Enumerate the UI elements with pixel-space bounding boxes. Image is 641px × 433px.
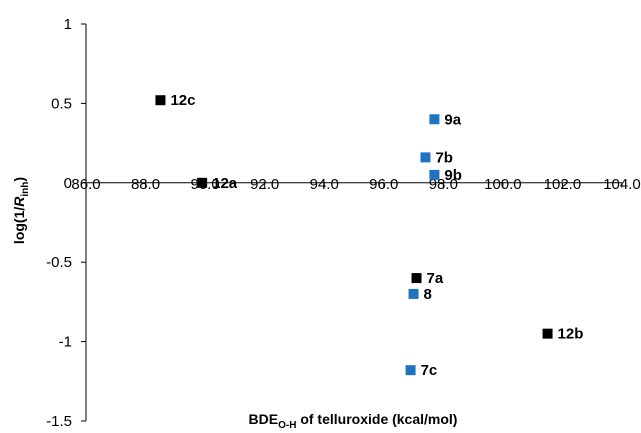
x-tick-label: 104.0 [603, 176, 641, 193]
point-label-12c: 12c [170, 92, 195, 109]
data-point-9b [429, 169, 440, 180]
x-tick-label: 94.0 [310, 176, 339, 193]
data-point-7c [405, 365, 416, 376]
y-tick-label: 1 [64, 16, 72, 33]
x-axis-title: BDEO-H of telluroxide (kcal/mol) [249, 411, 458, 428]
point-label-9a: 9a [444, 111, 461, 128]
point-label-9b: 9b [444, 167, 462, 184]
point-label-7a: 7a [427, 270, 444, 287]
data-point-12a [197, 177, 208, 188]
x-tick-label: 100.0 [484, 176, 522, 193]
point-label-12b: 12b [558, 326, 584, 343]
axes-layer [81, 23, 623, 422]
point-label-7b: 7b [435, 149, 453, 166]
x-tick-label: 98.0 [429, 176, 458, 193]
y-tick-label: -1.5 [46, 413, 72, 428]
data-point-9a [429, 114, 440, 125]
x-tick-label: 102.0 [544, 176, 582, 193]
data-point-7b [420, 152, 431, 163]
x-tick-label: 92.0 [250, 176, 279, 193]
point-label-7c: 7c [421, 362, 438, 379]
data-point-8 [408, 288, 419, 299]
point-label-8: 8 [424, 286, 432, 303]
y-tick-label: -1 [59, 334, 72, 351]
x-tick-label: 96.0 [369, 176, 398, 193]
y-tick-label: -0.5 [46, 254, 72, 271]
y-tick-label: 0 [64, 175, 72, 192]
data-point-7a [411, 273, 422, 284]
x-tick-label: 86.0 [71, 176, 100, 193]
y-axis-title: log(1/Rinh) [11, 177, 31, 244]
axis-titles-layer: BDEO-H of telluroxide (kcal/mol) log(1/Ri… [11, 177, 458, 431]
x-tick-label: 88.0 [131, 176, 160, 193]
data-points-layer [155, 95, 553, 376]
data-point-12b [542, 328, 553, 339]
tick-labels-layer: 10.50-0.5-1-1.586.088.090.092.094.096.09… [46, 16, 641, 430]
point-label-12a: 12a [212, 175, 238, 192]
y-tick-label: 0.5 [51, 95, 72, 112]
data-point-12c [155, 95, 166, 106]
